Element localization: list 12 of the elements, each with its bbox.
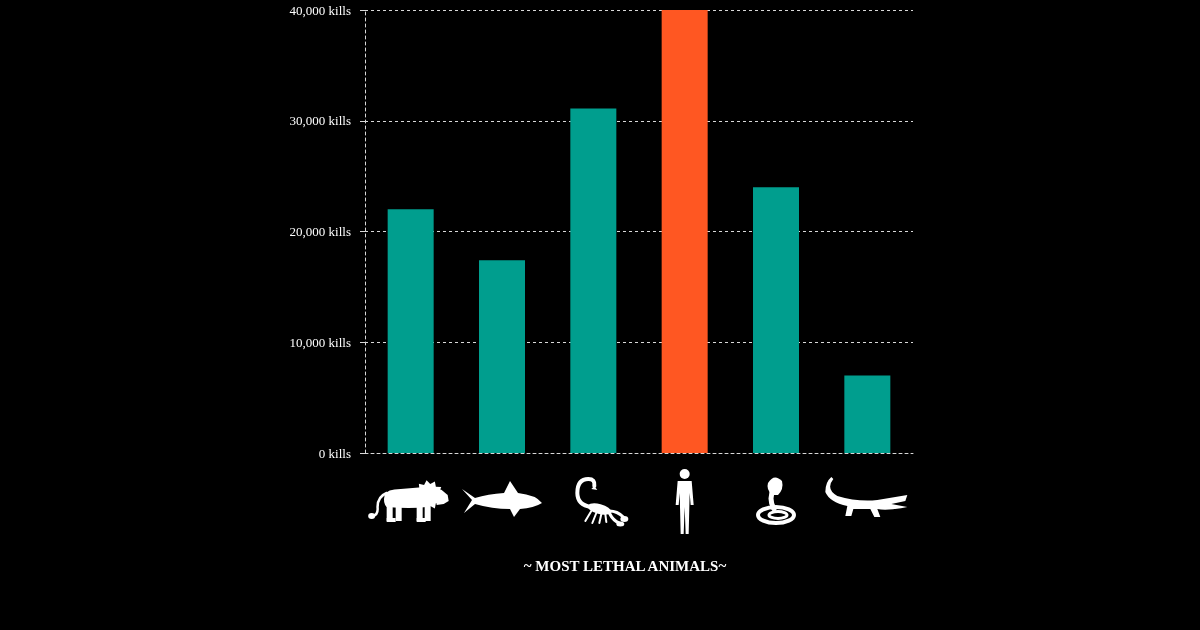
y-tick-label: 10,000 kills	[289, 334, 351, 350]
bar	[479, 260, 525, 453]
y-tick-label: 20,000 kills	[289, 224, 351, 239]
bar	[387, 209, 434, 453]
y-tick-label: 40,000 kills	[289, 2, 351, 18]
bar	[753, 187, 799, 453]
bar	[570, 108, 617, 453]
y-tick-label: 30,000 kills	[289, 113, 351, 129]
bar	[661, 10, 708, 453]
text: ~ MOST LETHAL ANIMALS~	[523, 557, 727, 574]
y-tick-label: 0 kills	[318, 445, 351, 461]
bar	[844, 375, 891, 453]
